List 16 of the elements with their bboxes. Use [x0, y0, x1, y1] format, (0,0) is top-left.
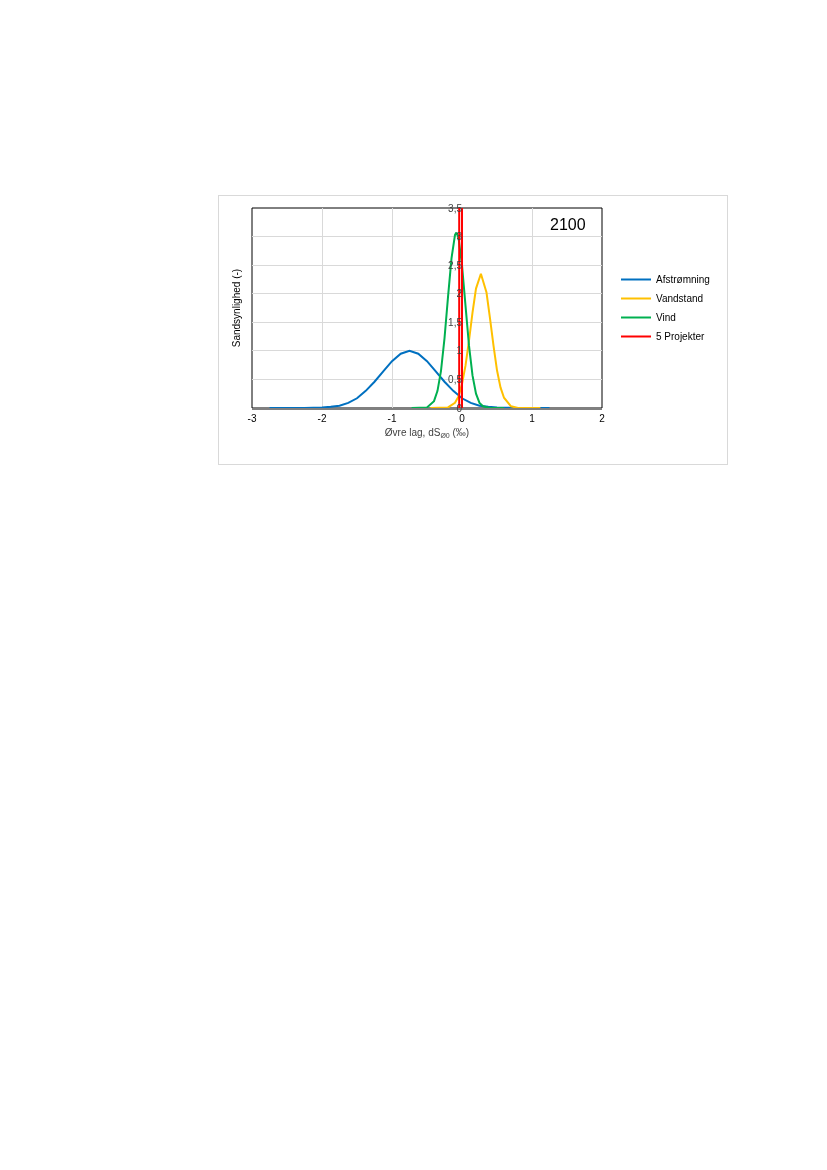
y-tick-label: 2	[456, 288, 463, 300]
legend-label: Vind	[656, 312, 676, 324]
y-tick-label: 1	[456, 345, 463, 357]
text: 2100	[550, 216, 586, 233]
legend-label: Afstrømning	[656, 274, 710, 286]
y-tick-label: 0	[456, 402, 463, 414]
y-axis-title: Sandsynlighed (-)	[231, 268, 243, 348]
x-tick-label: 1	[529, 413, 536, 424]
x-axis-title: Øvre lag, dS$_{Ø0}$ (‰)	[384, 427, 470, 440]
legend-label: 5 Projekter	[656, 331, 706, 343]
x-tick-label: 2	[599, 413, 606, 424]
x-tick-label: -3	[247, 413, 257, 424]
legend-label: Vandstand	[656, 293, 704, 305]
x-tick-label: -2	[317, 413, 327, 424]
x-tick-label: -1	[387, 413, 397, 424]
y-tick-label: 3	[456, 231, 463, 243]
